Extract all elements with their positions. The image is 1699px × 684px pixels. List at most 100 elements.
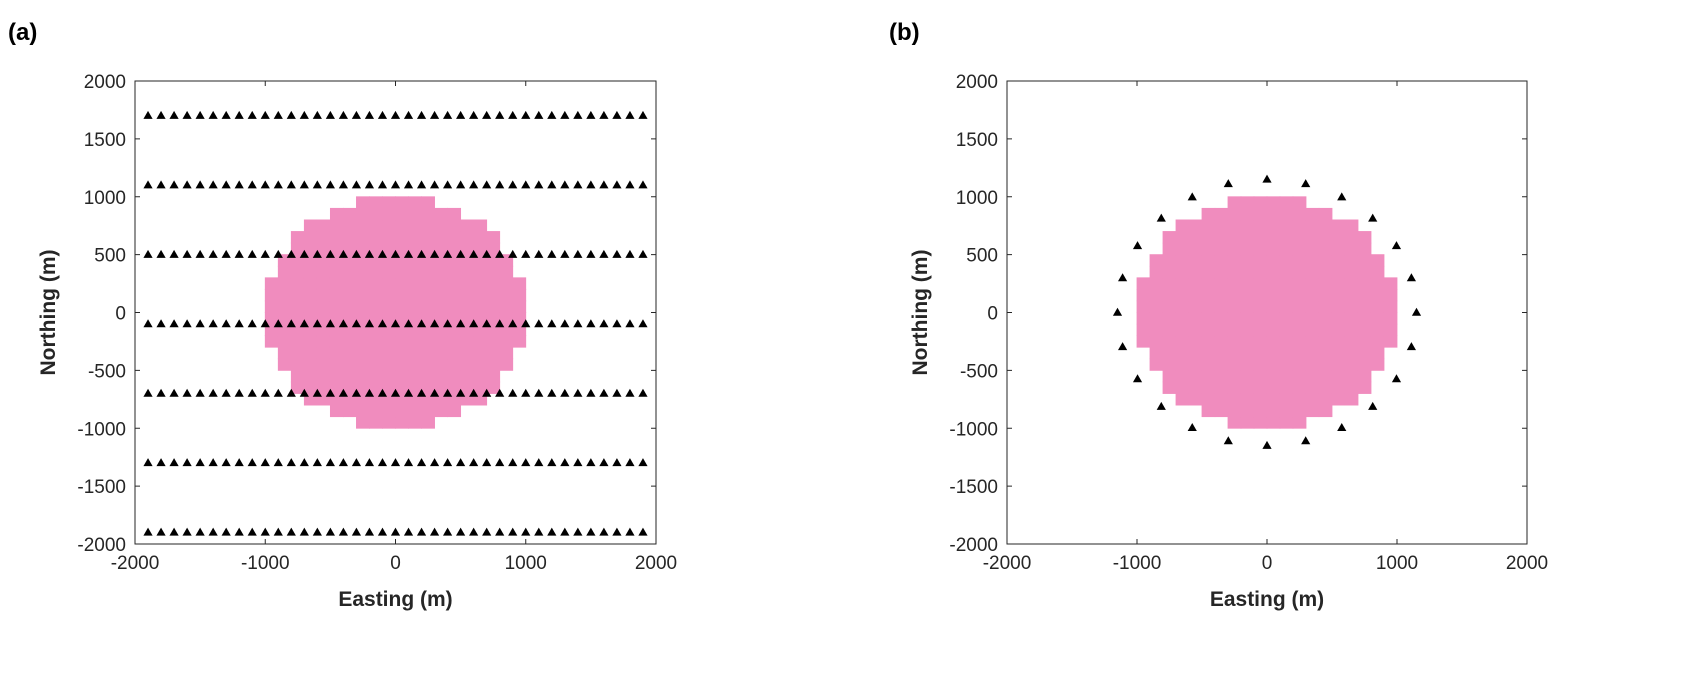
plot-b-body-cell: [1253, 196, 1268, 209]
plot-b-body-cell: [1149, 300, 1164, 313]
plot-b-body-cell: [1292, 207, 1307, 221]
plot-a-body-cell: [303, 242, 318, 256]
plot-b-station-marker: [1262, 440, 1272, 449]
plot-b-body-cell: [1370, 300, 1385, 313]
plot-a-body-cell: [356, 231, 370, 244]
plot-b-body-cell: [1162, 335, 1177, 348]
plot-b-station-marker: [1112, 307, 1123, 316]
plot-b-body-cell: [1227, 358, 1242, 371]
plot-b-body-cell: [1266, 196, 1281, 209]
plot-a-body-cell: [356, 277, 370, 290]
plot-a-station-marker: [247, 527, 257, 536]
plot-a-station-marker: [143, 458, 153, 467]
plot-b-body-cell: [1370, 254, 1385, 267]
plot-b-body-cell: [1175, 393, 1190, 406]
plot-b-y-tick-label: 0: [987, 304, 998, 325]
plot-a-station-marker: [312, 388, 322, 397]
plot-b-body-cell: [1227, 254, 1242, 267]
plot-a-body-cell: [447, 231, 462, 244]
plot-b-body-cell: [1188, 254, 1203, 267]
plot-a-body-cell: [303, 381, 318, 394]
plot-a-body-cell: [369, 219, 383, 232]
plot-b-station-marker: [1132, 374, 1143, 383]
plot-b-x-tick-label: 0: [1262, 553, 1273, 574]
plot-a-body-cell: [447, 346, 462, 360]
plot-a-x-tick-label: -2000: [111, 553, 160, 574]
plot-b-station-marker: [1411, 307, 1422, 316]
plot-b-body-cell: [1318, 312, 1333, 325]
plot-b-body-cell: [1305, 219, 1320, 232]
plot-a-body-cell: [460, 346, 475, 360]
plot-a-body-cell: [303, 277, 318, 290]
plot-a-station-marker: [286, 249, 296, 258]
plot-b-body-cell: [1240, 265, 1255, 279]
plot-a-body-cell: [486, 369, 501, 383]
plot-b-body-cell: [1149, 335, 1164, 348]
plot-a-station-marker: [612, 319, 622, 328]
plot-a-station-marker: [508, 319, 518, 328]
plot-a-body-cell: [421, 242, 435, 256]
plot-b-body-cell: [1227, 242, 1242, 256]
plot-b-body-cell: [1292, 265, 1307, 279]
plot-a-station-marker: [416, 319, 427, 328]
plot-a-station-marker: [508, 110, 518, 119]
plot-a-y-tick-label: -2000: [77, 535, 126, 556]
plot-b-body-cell: [1344, 335, 1359, 348]
plot-b-station-marker: [1223, 179, 1233, 188]
plot-a-body-cell: [434, 358, 448, 371]
plot-b-body-cell: [1370, 265, 1385, 279]
plot-b-body-cell: [1240, 323, 1255, 337]
plot-b-body-cell: [1253, 265, 1268, 279]
plot-a-station-marker: [273, 110, 283, 119]
plot-a-station-marker: [247, 458, 257, 467]
plot-a-body-cell: [290, 300, 305, 313]
plot-a-body-cell: [421, 207, 435, 221]
plot-a-station-marker: [456, 319, 466, 328]
plot-a-body-cell: [343, 288, 357, 302]
plot-b-body-cell: [1370, 277, 1385, 290]
plot-b-station-marker: [1406, 342, 1417, 351]
plot-a-body-cell: [369, 335, 383, 348]
plot-a-station-marker: [169, 527, 179, 536]
plot-b-body-cell: [1175, 300, 1190, 313]
plot-b-body-cell: [1240, 335, 1255, 348]
plot-a-station-marker: [443, 388, 453, 397]
plot-a-body-cell: [277, 277, 292, 290]
plot-a-station-marker: [599, 458, 609, 467]
plot-a-station-marker: [547, 388, 557, 397]
plot-b-body-cell: [1292, 393, 1307, 406]
plot-b-body-cell: [1214, 242, 1229, 256]
plot-a-body-cell: [395, 312, 409, 325]
plot-a-station-marker: [377, 527, 388, 536]
plot-b-body-cell: [1162, 346, 1177, 360]
plot-a-body-cell: [356, 358, 370, 371]
plot-b-body-cell: [1305, 404, 1320, 418]
plot-b-y-tick-label: -1500: [949, 477, 998, 498]
plot-a-body: [264, 196, 527, 429]
plot-a-station-marker: [560, 110, 570, 119]
plot-a-station-marker: [469, 458, 479, 467]
plot-b-body-cell: [1214, 312, 1229, 325]
plot-a-station-marker: [260, 180, 270, 189]
plot-b-body-cell: [1279, 288, 1294, 302]
plot-a-body-cell: [473, 358, 488, 371]
plot-a-station-marker: [286, 388, 296, 397]
plot-b-body-cell: [1175, 346, 1190, 360]
plot-b-body-cell: [1227, 207, 1242, 221]
plot-a-body-cell: [421, 196, 435, 209]
plot-b-body-cell: [1214, 231, 1229, 244]
plot-b-body-cell: [1305, 242, 1320, 256]
plot-a-body-cell: [395, 381, 409, 394]
plot-b-body-cell: [1266, 242, 1281, 256]
plot-a-station-marker: [534, 110, 544, 119]
plot-a-body-cell: [277, 335, 292, 348]
plot-a-station-marker: [299, 458, 309, 467]
plot-a-station-marker: [586, 388, 596, 397]
plot-a-body-cell: [356, 265, 370, 279]
plot-a-body-cell: [343, 231, 357, 244]
plot-a-station-marker: [416, 527, 427, 536]
plot-b-body-cell: [1383, 300, 1398, 313]
plot-b-body-cell: [1201, 242, 1216, 256]
plot-a-body-cell: [329, 404, 344, 418]
plot-a-body-cell: [382, 346, 396, 360]
